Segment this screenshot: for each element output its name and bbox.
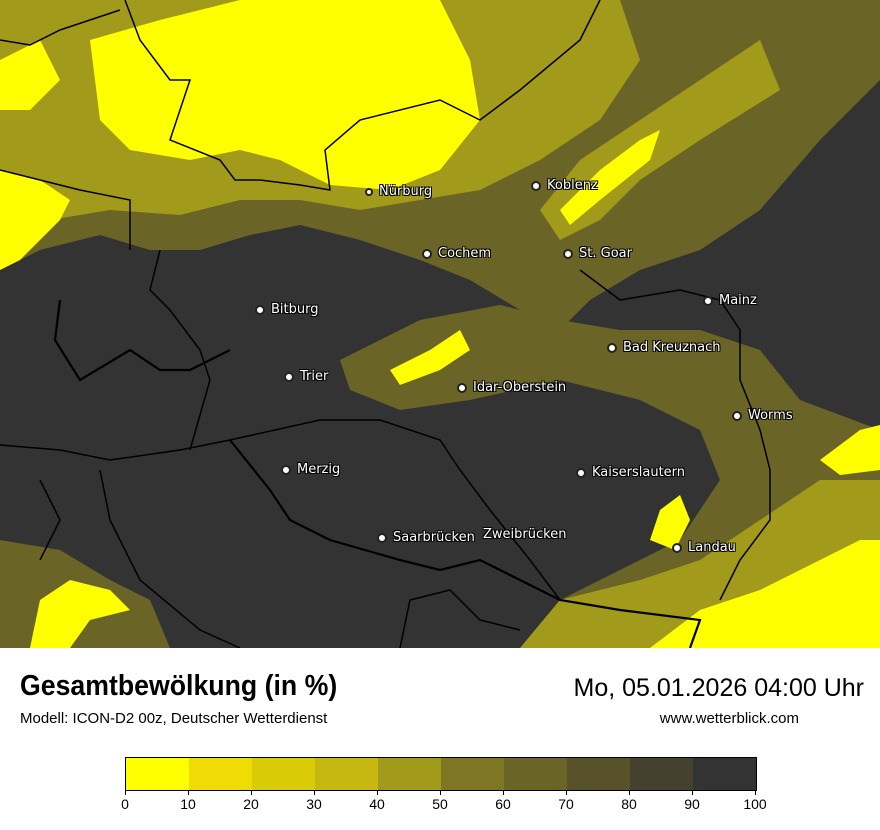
legend-tick-label: 10 xyxy=(180,796,196,812)
cloud-cover-map xyxy=(0,0,880,648)
website-link[interactable]: www.wetterblick.com xyxy=(659,710,799,727)
city-label: Idar-Oberstein xyxy=(473,380,567,395)
legend-swatch xyxy=(378,758,441,790)
city-label: Zweibrücken xyxy=(483,527,567,542)
legend-tick xyxy=(503,790,504,795)
map-title: Gesamtbewölkung (in %) xyxy=(20,670,338,702)
city-dot-icon xyxy=(281,464,291,475)
legend-tick xyxy=(440,790,441,795)
city-marker: St. Goar xyxy=(563,246,632,261)
city-dot-icon xyxy=(563,248,573,259)
city-marker: Landau xyxy=(672,540,736,555)
city-dot-icon xyxy=(457,382,467,393)
city-marker: Nürburg xyxy=(365,184,432,199)
cloud-field xyxy=(0,0,880,648)
city-dot-icon xyxy=(365,187,373,196)
legend-swatch xyxy=(630,758,693,790)
legend-tick-label: 20 xyxy=(243,796,259,812)
city-dot-icon xyxy=(284,371,294,382)
borders xyxy=(0,0,771,648)
city-marker: Bad Kreuznach xyxy=(607,340,721,355)
city-dot-icon xyxy=(422,248,432,259)
city-marker: Saarbrücken xyxy=(377,530,475,545)
color-scale-legend xyxy=(125,757,757,791)
legend-tick xyxy=(314,790,315,795)
legend-tick-label: 100 xyxy=(743,796,767,812)
legend-swatch xyxy=(504,758,567,790)
model-info: Modell: ICON-D2 00z, Deutscher Wetterdie… xyxy=(20,710,328,727)
legend-tick-label: 30 xyxy=(306,796,322,812)
city-label: Koblenz xyxy=(547,178,598,193)
city-label: Worms xyxy=(748,408,793,423)
legend-tick xyxy=(755,790,756,795)
city-label: Merzig xyxy=(297,462,341,477)
city-dot-icon xyxy=(255,304,265,315)
legend-tick-label: 70 xyxy=(558,796,574,812)
city-marker: Merzig xyxy=(281,462,340,477)
legend-tick-label: 90 xyxy=(684,796,700,812)
legend-tick xyxy=(188,790,189,795)
city-label: Trier xyxy=(300,369,329,384)
city-marker: Kaiserslautern xyxy=(576,465,685,480)
city-dot-icon xyxy=(703,295,713,306)
city-label: St. Goar xyxy=(579,246,632,261)
city-dot-icon xyxy=(732,410,742,421)
valid-datetime: Mo, 05.01.2026 04:00 Uhr xyxy=(573,674,864,702)
city-label: Mainz xyxy=(719,293,757,308)
city-marker: Mainz xyxy=(703,293,757,308)
legend-swatch xyxy=(693,758,756,790)
legend-swatch xyxy=(567,758,630,790)
city-label: Nürburg xyxy=(379,184,433,199)
city-dot-icon xyxy=(576,467,586,478)
city-marker: Worms xyxy=(732,408,793,423)
city-marker: Koblenz xyxy=(531,178,598,193)
city-marker: Trier xyxy=(284,369,328,384)
city-marker: Zweibrücken xyxy=(483,527,566,542)
legend-tick-label: 60 xyxy=(495,796,511,812)
city-marker: Bitburg xyxy=(255,302,319,317)
city-label: Cochem xyxy=(438,246,492,261)
legend-swatch xyxy=(441,758,504,790)
legend-tick-label: 40 xyxy=(369,796,385,812)
city-dot-icon xyxy=(672,542,682,553)
legend-swatch xyxy=(252,758,315,790)
legend-tick xyxy=(692,790,693,795)
city-label: Kaiserslautern xyxy=(592,465,686,480)
city-label: Landau xyxy=(688,540,736,555)
legend-tick xyxy=(125,790,126,795)
legend-tick-label: 50 xyxy=(432,796,448,812)
legend-tick xyxy=(251,790,252,795)
city-dot-icon xyxy=(607,342,617,353)
legend-swatch xyxy=(189,758,252,790)
city-marker: Idar-Oberstein xyxy=(457,380,566,395)
city-dot-icon xyxy=(531,180,541,191)
legend-swatch xyxy=(126,758,189,790)
legend-swatch xyxy=(315,758,378,790)
legend-tick xyxy=(629,790,630,795)
city-marker: Cochem xyxy=(422,246,491,261)
city-label: Saarbrücken xyxy=(393,530,475,545)
legend-tick xyxy=(377,790,378,795)
city-label: Bad Kreuznach xyxy=(623,340,721,355)
legend-tick xyxy=(566,790,567,795)
legend-ticks: 0 10 20 30 40 50 60 70 80 90 100 xyxy=(121,790,767,820)
legend-tick-label: 0 xyxy=(121,796,129,812)
legend-tick-label: 80 xyxy=(621,796,637,812)
city-dot-icon xyxy=(377,532,387,543)
city-label: Bitburg xyxy=(271,302,319,317)
